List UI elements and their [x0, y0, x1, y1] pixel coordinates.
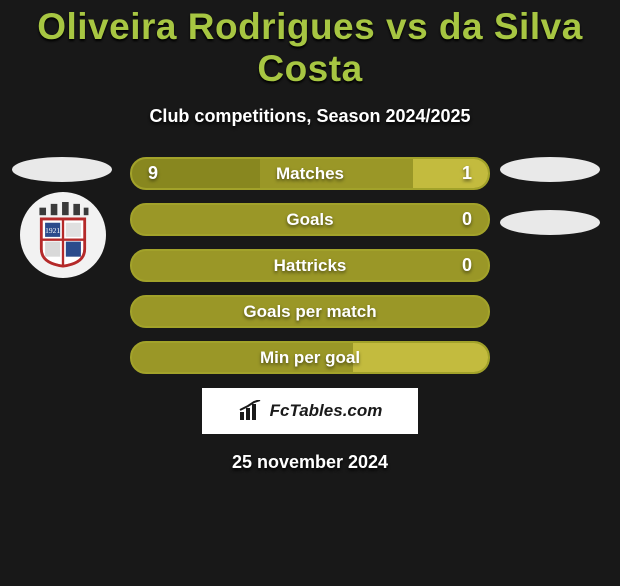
subtitle: Club competitions, Season 2024/2025 [0, 106, 620, 127]
stat-value-left: 9 [148, 159, 158, 188]
stat-bar: Goals0 [130, 203, 490, 236]
club-crest-left: 1921 [20, 192, 106, 278]
stat-label: Goals per match [132, 297, 488, 326]
stat-label: Hattricks [132, 251, 488, 280]
watermark-text: FcTables.com [270, 401, 383, 421]
comparison-container: 1921 Matches91Goals0Hattricks0Goals per … [0, 157, 620, 374]
stat-value-right: 1 [462, 159, 472, 188]
player-left: 1921 [12, 157, 112, 278]
stat-bar: Hattricks0 [130, 249, 490, 282]
stats-bars: Matches91Goals0Hattricks0Goals per match… [130, 157, 490, 374]
player-right-ellipse-2 [500, 210, 600, 235]
player-left-ellipse [12, 157, 112, 182]
stat-label: Goals [132, 205, 488, 234]
shield-icon: 1921 [30, 202, 96, 268]
page-title: Oliveira Rodrigues vs da Silva Costa [0, 6, 620, 90]
stat-bar: Matches9 1 [130, 157, 490, 190]
date-line: 25 november 2024 [0, 452, 620, 473]
stat-value-right: 0 [462, 251, 472, 280]
bar-chart-icon [238, 400, 264, 422]
svg-text:1921: 1921 [45, 226, 60, 235]
stat-bar: Min per goal [130, 341, 490, 374]
stat-bar: Goals per match [130, 295, 490, 328]
player-right-ellipse-1 [500, 157, 600, 182]
player-right [500, 157, 600, 235]
stat-value-right: 0 [462, 205, 472, 234]
stat-label: Matches [132, 159, 488, 188]
watermark-badge: FcTables.com [202, 388, 418, 434]
stat-label: Min per goal [132, 343, 488, 372]
